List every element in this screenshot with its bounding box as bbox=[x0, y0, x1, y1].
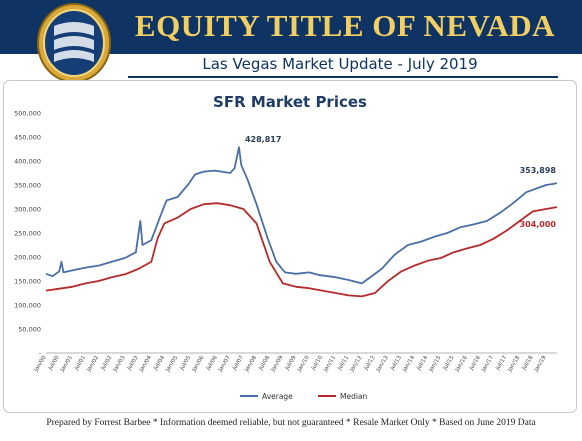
series-lines bbox=[45, 146, 558, 298]
legend: Average Median bbox=[240, 392, 368, 401]
report-subtitle: Las Vegas Market Update - July 2019 bbox=[202, 55, 478, 73]
x-tick-label: Jan/05 bbox=[164, 354, 179, 373]
logo-flag-icon bbox=[54, 22, 94, 62]
series-line-median bbox=[45, 202, 558, 298]
x-tick-label: Jan/02 bbox=[86, 355, 101, 374]
legend-label-median: Median bbox=[340, 392, 368, 401]
y-tick-label: 400,000 bbox=[14, 158, 41, 166]
company-logo bbox=[37, 3, 111, 83]
data-label: 428,817 bbox=[245, 135, 281, 144]
x-tick-label: Jan/10 bbox=[296, 354, 311, 373]
y-tick-label: 200,000 bbox=[14, 254, 41, 262]
y-tick-label: 50,000 bbox=[18, 326, 41, 334]
x-tick-label: Jan/04 bbox=[138, 354, 153, 373]
x-tick-label: Jan/00 bbox=[33, 354, 48, 373]
chart-title: SFR Market Prices bbox=[213, 93, 367, 111]
y-tick-label: 500,000 bbox=[14, 110, 41, 118]
legend-label-average: Average bbox=[262, 392, 293, 401]
x-tick-label: Jan/15 bbox=[428, 354, 443, 373]
x-tick-label: Jan/16 bbox=[454, 354, 469, 373]
x-tick-label: Jan/14 bbox=[401, 354, 416, 373]
y-tick-label: 300,000 bbox=[14, 206, 41, 214]
data-label: 304,000 bbox=[520, 220, 557, 229]
x-tick-label: Jan/19 bbox=[533, 354, 548, 373]
x-tick-label: Jan/13 bbox=[375, 354, 390, 373]
chart: SFR Market Prices - 50,000 100,000 150,000 2… bbox=[14, 93, 558, 401]
company-name: EQUITY TITLE OF NEVADA bbox=[134, 8, 556, 43]
x-tick-label: Jan/08 bbox=[243, 354, 258, 373]
y-tick-label: - bbox=[39, 350, 42, 358]
subtitle-rule bbox=[128, 76, 558, 78]
y-tick-label: 450,000 bbox=[14, 134, 41, 142]
x-tick-label: Jan/09 bbox=[270, 354, 285, 373]
y-tick-label: 250,000 bbox=[14, 230, 41, 238]
x-tick-label: Jan/18 bbox=[507, 354, 522, 373]
y-axis: - 50,000 100,000 150,000 200,000 250,000 300,0… bbox=[14, 110, 42, 358]
y-tick-label: 100,000 bbox=[14, 302, 41, 310]
x-tick-label: Jan/07 bbox=[217, 354, 232, 373]
x-tick-label: Jan/12 bbox=[349, 355, 364, 374]
chart-frame: SFR Market Prices - 50,000 100,000 150,000 2… bbox=[3, 80, 577, 413]
y-tick-label: 150,000 bbox=[14, 278, 41, 286]
x-tick-label: Jan/11 bbox=[322, 355, 337, 374]
footer-note: Prepared by Forrest Barbee * Information… bbox=[46, 418, 536, 428]
annotations: 428,817 353,898 304,000 bbox=[245, 135, 556, 229]
series-line-average bbox=[45, 146, 558, 285]
x-tick-label: Jan/01 bbox=[59, 355, 74, 374]
x-tick-label: Jan/03 bbox=[112, 354, 127, 373]
y-tick-label: 350,000 bbox=[14, 182, 41, 190]
x-tick-label: Jan/17 bbox=[480, 354, 495, 373]
x-tick-label: Jan/06 bbox=[191, 354, 206, 373]
data-label: 353,898 bbox=[520, 166, 557, 175]
